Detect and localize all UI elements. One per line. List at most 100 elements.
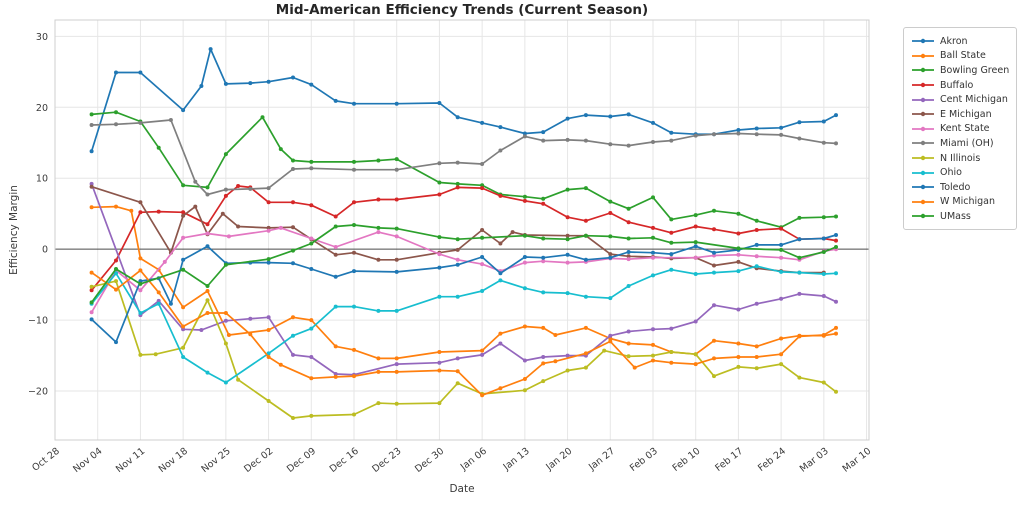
y-tick-label: 20 [36,103,48,114]
data-point [309,166,314,171]
data-point [480,352,485,357]
data-point [376,356,381,361]
data-point [834,233,838,237]
data-point [309,82,314,87]
data-point [754,228,759,232]
data-point [205,370,210,375]
data-point [669,326,674,331]
data-point [114,279,118,284]
data-point [205,192,210,197]
data-point [480,393,485,398]
data-point [220,211,225,216]
x-tick-label: Nov 18 [157,446,190,475]
data-point [89,205,94,210]
data-point [114,70,118,75]
data-point [291,315,295,320]
data-point [510,230,515,235]
data-point [522,255,527,259]
data-point [394,257,399,262]
data-point [541,236,546,241]
x-tick-label: Dec 30 [413,446,446,475]
data-point [333,344,338,349]
data-point [480,186,485,191]
data-point [266,186,271,191]
data-point [352,250,356,255]
data-point [541,259,546,264]
data-point [352,159,356,164]
data-point [651,120,655,125]
legend-item-toledo: Toledo [911,180,1010,195]
data-point [291,75,295,80]
data-point [333,304,338,309]
x-tick-label: Feb 24 [756,446,788,474]
series-line-e-michigan [91,185,824,274]
legend-item-ohio: Ohio [911,165,1010,180]
data-point [651,250,655,255]
data-point [712,250,716,255]
legend-label: N Illinois [940,152,981,164]
data-point [498,125,503,130]
data-point [89,317,94,322]
data-point [480,183,485,188]
data-point [541,130,546,135]
data-point [821,140,826,145]
data-point [223,380,228,385]
legend-label: Akron [940,35,968,47]
data-point [669,350,674,354]
data-point [89,184,94,189]
data-point [712,374,716,379]
data-point [834,271,838,276]
data-point [651,255,655,260]
data-point [583,257,588,262]
data-point [797,270,802,275]
data-point [693,224,698,229]
data-point [89,123,94,127]
data-point [236,184,241,188]
legend-item-ball-state: Ball State [911,49,1010,64]
data-point [693,272,698,276]
x-tick-label: Nov 04 [71,446,104,475]
data-point [156,298,161,303]
data-point [522,194,527,199]
data-point [565,215,570,220]
data-point [309,203,314,208]
data-point [522,134,527,139]
legend-marker-icon [912,185,934,190]
data-point [114,267,118,271]
legend-label: Ball State [940,50,986,62]
data-point [712,270,716,275]
data-point [394,269,399,274]
data-point [437,192,442,197]
data-point [352,101,356,106]
data-point [583,294,588,299]
data-point [199,328,204,332]
x-tick-label: Nov 25 [199,446,232,475]
data-point [583,113,588,118]
data-point [181,305,186,310]
data-point [541,355,546,359]
data-point [138,352,143,357]
data-point [553,359,558,364]
legend-item-akron: Akron [911,34,1010,49]
data-point [278,225,283,230]
data-point [223,341,228,346]
data-point [138,268,143,273]
data-point [626,206,631,211]
data-point [693,362,698,367]
data-point [712,356,716,361]
data-point [608,211,613,215]
data-point [352,374,356,379]
data-point [376,308,381,313]
data-point [181,213,186,218]
legend-item-n-illinois: N Illinois [911,151,1010,166]
data-point [89,270,94,275]
data-point [651,235,655,240]
data-point [138,70,143,75]
data-point [156,209,161,214]
data-point [754,132,759,137]
data-point [480,289,485,293]
data-point [522,198,527,203]
data-point [138,281,143,286]
data-point [565,116,570,121]
data-point [248,332,253,337]
